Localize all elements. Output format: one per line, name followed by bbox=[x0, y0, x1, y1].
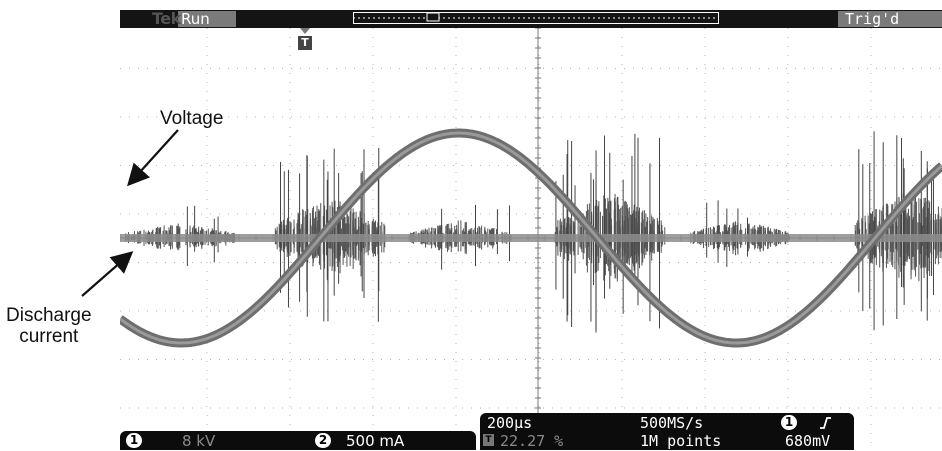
time-per-div[interactable]: 200µs bbox=[487, 414, 533, 432]
channel-1-scale[interactable]: 8 kV bbox=[182, 432, 216, 450]
brand-logo: Tek bbox=[152, 9, 181, 28]
channel-1-badge[interactable]: 1 bbox=[126, 433, 142, 448]
discharge-annotation-line2: current bbox=[19, 326, 79, 347]
channel-2-scale[interactable]: 500 mA bbox=[346, 432, 405, 450]
run-state-box bbox=[178, 11, 236, 27]
trigger-state-label: Trig'd bbox=[845, 10, 900, 28]
trigger-source-badge[interactable]: 1 bbox=[781, 415, 797, 430]
status-bar bbox=[120, 10, 942, 28]
trigger-state-box bbox=[838, 11, 942, 27]
rising-edge-icon bbox=[820, 417, 831, 429]
voltage-trace-core bbox=[120, 131, 942, 345]
voltage-annotation: Voltage bbox=[160, 108, 224, 129]
trigger-pointer-icon bbox=[300, 28, 310, 34]
channel-readout[interactable] bbox=[120, 431, 476, 450]
sample-rate: 500MS/s bbox=[640, 414, 704, 432]
run-state-label: Run bbox=[181, 10, 210, 28]
trigger-position-percent: 22.27 % bbox=[500, 432, 564, 450]
discharge-annotation-line1: Discharge bbox=[6, 305, 92, 326]
discharge-current-annotation: Discharge current bbox=[6, 305, 92, 347]
record-view-indicator bbox=[352, 12, 719, 24]
trigger-position-marker[interactable]: T bbox=[298, 36, 312, 50]
waveform-display bbox=[120, 27, 942, 450]
channel-2-badge[interactable]: 2 bbox=[315, 433, 331, 448]
scope-display bbox=[120, 10, 942, 450]
record-length: 1M points bbox=[640, 432, 722, 450]
current-baseline bbox=[120, 234, 942, 242]
trigger-level[interactable]: 680mV bbox=[785, 432, 831, 450]
record-position-icon bbox=[352, 12, 719, 21]
trigger-position-icon: T bbox=[483, 434, 494, 446]
